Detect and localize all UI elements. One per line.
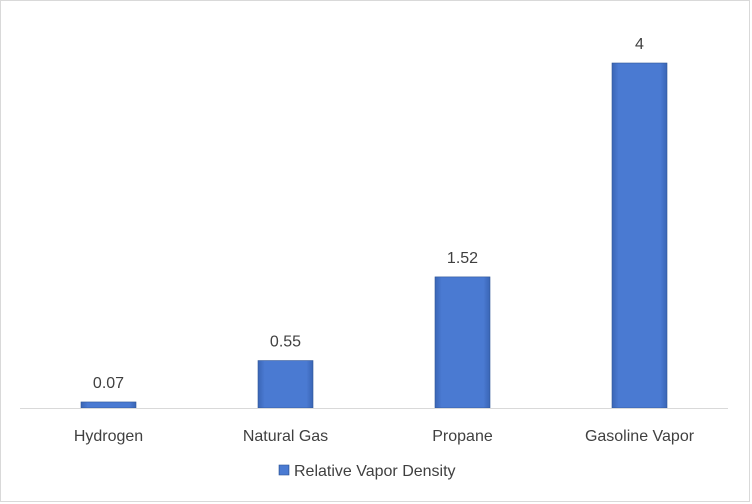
bar-hydrogen	[80, 401, 137, 409]
legend: Relative Vapor Density	[278, 463, 456, 480]
bar-propane	[434, 276, 491, 409]
data-label: 1.52	[447, 250, 478, 267]
x-tick-label: Natural Gas	[243, 428, 328, 445]
data-label: 0.07	[93, 375, 124, 392]
data-label: 4	[635, 36, 644, 53]
x-tick-label: Propane	[432, 428, 493, 445]
bars-layer	[80, 62, 668, 409]
legend-swatch	[278, 464, 290, 476]
x-tick-label: Hydrogen	[74, 428, 143, 445]
data-label: 0.55	[270, 334, 301, 351]
legend-label: Relative Vapor Density	[294, 463, 456, 480]
bar-gasoline-vapor	[611, 62, 668, 409]
labels-layer: 0.07 Hydrogen 0.55 Natural Gas 1.52 Propane 4 G…	[74, 36, 695, 445]
bar-natural-gas	[257, 360, 314, 409]
x-tick-label: Gasoline Vapor	[585, 428, 695, 445]
